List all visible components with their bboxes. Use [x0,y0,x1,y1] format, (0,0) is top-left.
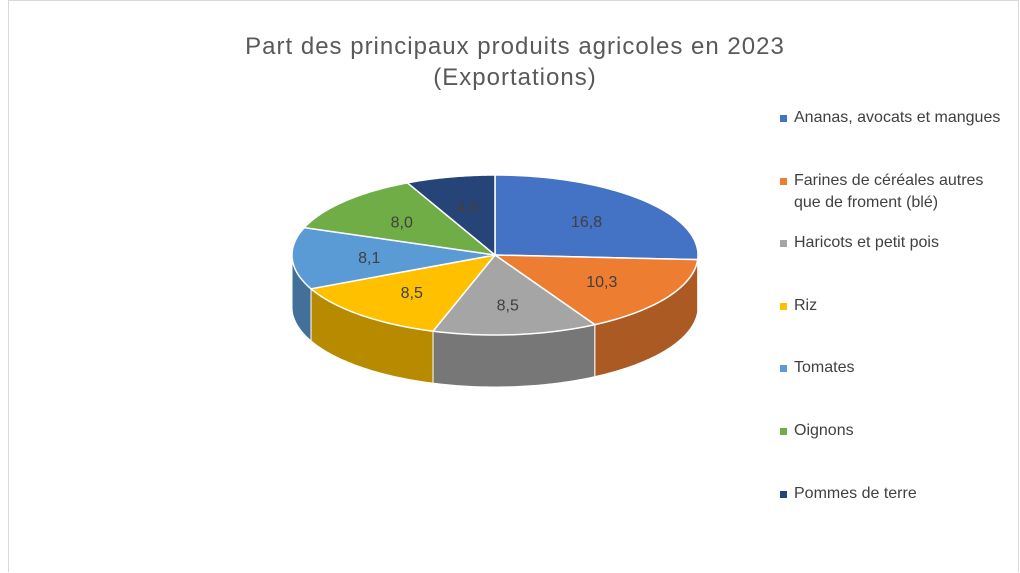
pie-slice [309,253,497,332]
legend-label: Haricots et petit pois [794,234,939,251]
legend-item: Haricots et petit pois [780,232,1012,254]
legend-item: Oignons [780,420,1012,442]
legend-item: Riz [780,295,1012,317]
pie-slice [291,226,496,290]
data-label: 8,0 [391,215,413,232]
pie-slice [492,254,699,326]
pie-slice [405,174,496,257]
legend-item: Pommes de terre [780,483,1012,505]
data-label: 10,3 [586,274,617,291]
chart-subtitle: (Exportations) [433,64,596,91]
legend-item: Tomates [780,357,1012,379]
legend-swatch [780,240,787,247]
data-label: 16,8 [571,214,602,231]
chart-area [8,0,1019,572]
pie-slice [494,174,699,261]
legend-label: Oignons [794,422,854,439]
legend-label: Pommes de terre [794,485,917,502]
legend-swatch [780,365,787,372]
data-label: 8,1 [358,250,380,267]
data-label: 4,6 [456,200,478,217]
legend-item: Farines de céréales autres que de fromen… [780,170,1012,214]
legend-item: Ananas, avocats et mangues [780,107,1012,129]
legend-label: Tomates [794,359,855,376]
legend-swatch [780,428,787,435]
data-label: 8,5 [401,285,423,302]
legend-label: Riz [794,297,818,314]
legend-swatch [780,303,787,310]
legend-swatch [780,178,787,185]
chart-title: Part des principaux produits agricoles e… [245,33,785,60]
pie-slice [431,253,597,336]
legend-label: Farines de céréales autres que de fromen… [794,172,984,211]
pie-slice [302,182,498,257]
legend-swatch [780,115,787,122]
legend-swatch [780,491,787,498]
data-label: 8,5 [497,297,519,314]
legend-label: Ananas, avocats et mangues [794,109,1001,126]
